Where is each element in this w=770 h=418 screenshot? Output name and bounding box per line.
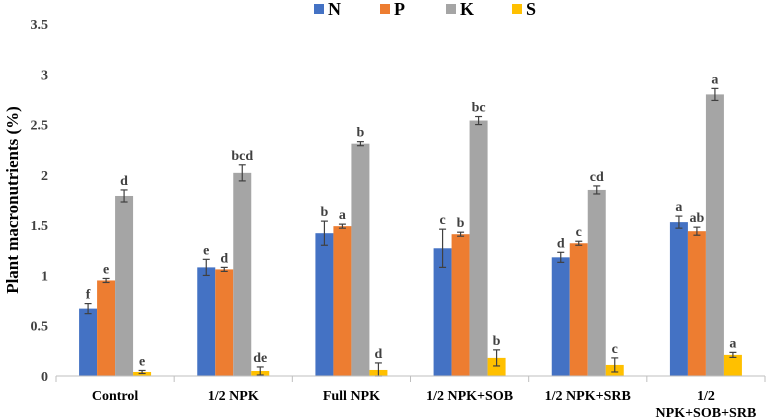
significance-label: d — [375, 347, 383, 362]
significance-label: a — [339, 208, 346, 223]
bar-p — [97, 280, 116, 376]
significance-label: de — [253, 351, 267, 366]
legend-label-s: S — [526, 0, 536, 19]
legend-label-n: N — [328, 0, 341, 19]
significance-label: c — [439, 213, 445, 228]
bar-p — [687, 231, 706, 376]
x-tick-label: 1/2 NPK+SOB+SRB — [656, 389, 757, 418]
bar-k — [351, 143, 370, 376]
y-axis: 0 0.5 1 1.5 2 2.5 3 3.5 — [31, 18, 49, 385]
x-tick-label: 1/2 NPK+SRB — [545, 389, 631, 404]
significance-label: a — [675, 200, 682, 215]
x-tick-label: Full NPK — [323, 389, 380, 404]
significance-label: bc — [472, 101, 486, 116]
bar-k — [705, 94, 724, 377]
significance-label: c — [612, 342, 618, 357]
significance-label: c — [576, 225, 582, 240]
legend-swatch-k — [446, 4, 456, 14]
legend-swatch-n — [314, 4, 324, 14]
bar-k — [115, 195, 134, 376]
bar-s — [487, 357, 506, 376]
significance-label: a — [711, 72, 718, 87]
bar-p — [333, 226, 352, 376]
significance-label: b — [457, 216, 465, 231]
y-tick-label: 1.5 — [31, 219, 49, 234]
significance-label: b — [357, 126, 365, 141]
y-tick-label: 2 — [41, 169, 48, 184]
y-tick-label: 3 — [41, 68, 48, 83]
bar-n — [433, 248, 452, 376]
significance-label: e — [139, 354, 145, 369]
significance-label: bcd — [231, 149, 253, 164]
bar-k — [469, 120, 488, 376]
bar-n — [551, 257, 570, 376]
y-tick-label: 0 — [41, 370, 48, 385]
significance-label: b — [493, 334, 501, 349]
bar-n — [79, 308, 98, 376]
bar-p — [569, 243, 588, 376]
x-tick-label: 1/2 NPK — [208, 389, 259, 404]
legend-label-p: P — [394, 0, 405, 19]
significance-label: e — [103, 262, 109, 277]
bar-p — [451, 234, 470, 376]
significance-label: b — [321, 205, 329, 220]
x-axis: Control 1/2 NPK Full NPK 1/2 NPK+SOB 1/2 NPK… — [55, 375, 766, 418]
y-tick-label: 3.5 — [31, 18, 49, 33]
significance-label: cd — [590, 170, 604, 185]
significance-label: d — [557, 236, 565, 251]
y-tick-label: 2.5 — [31, 119, 49, 134]
bar-n — [315, 233, 334, 376]
y-axis-title: Plant macronutrients (%) — [3, 106, 22, 294]
significance-label: a — [729, 336, 736, 351]
legend-label-k: K — [460, 0, 474, 19]
bar-n — [669, 222, 688, 376]
x-tick-label: Control — [92, 389, 139, 404]
significance-label: ab — [690, 211, 705, 226]
bar-k — [233, 172, 252, 376]
significance-label: e — [203, 243, 209, 258]
bar-s — [723, 354, 742, 376]
bar-p — [215, 269, 234, 376]
significance-label: f — [86, 288, 91, 303]
significance-label: d — [120, 174, 128, 189]
legend-swatch-s — [512, 4, 522, 14]
y-tick-label: 1 — [41, 269, 48, 284]
significance-label: d — [220, 251, 228, 266]
y-tick-label: 0.5 — [31, 320, 49, 335]
x-tick-label: 1/2 NPK+SOB — [426, 389, 513, 404]
bar-n — [197, 267, 216, 376]
legend-swatch-p — [380, 4, 390, 14]
bar-k — [587, 189, 606, 376]
